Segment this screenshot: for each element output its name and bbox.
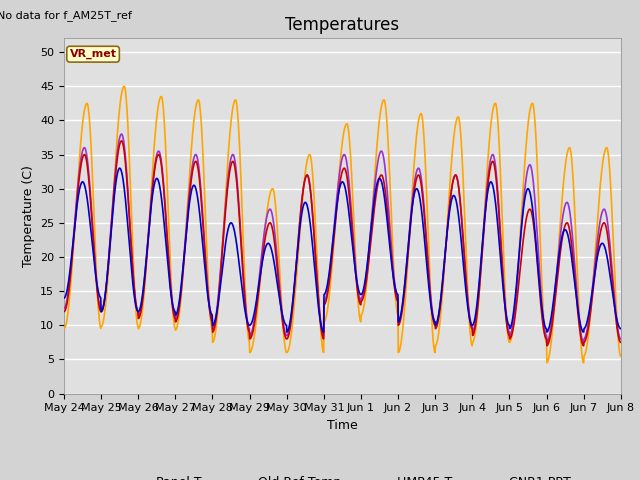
Legend: Panel T, Old Ref Temp, HMP45 T, CNR1 PRT: Panel T, Old Ref Temp, HMP45 T, CNR1 PRT xyxy=(109,471,575,480)
X-axis label: Time: Time xyxy=(327,419,358,432)
Title: Temperatures: Temperatures xyxy=(285,16,399,34)
Y-axis label: Temperature (C): Temperature (C) xyxy=(22,165,35,267)
Text: VR_met: VR_met xyxy=(70,49,116,60)
Text: No data for f_AM25T_ref: No data for f_AM25T_ref xyxy=(0,10,132,21)
